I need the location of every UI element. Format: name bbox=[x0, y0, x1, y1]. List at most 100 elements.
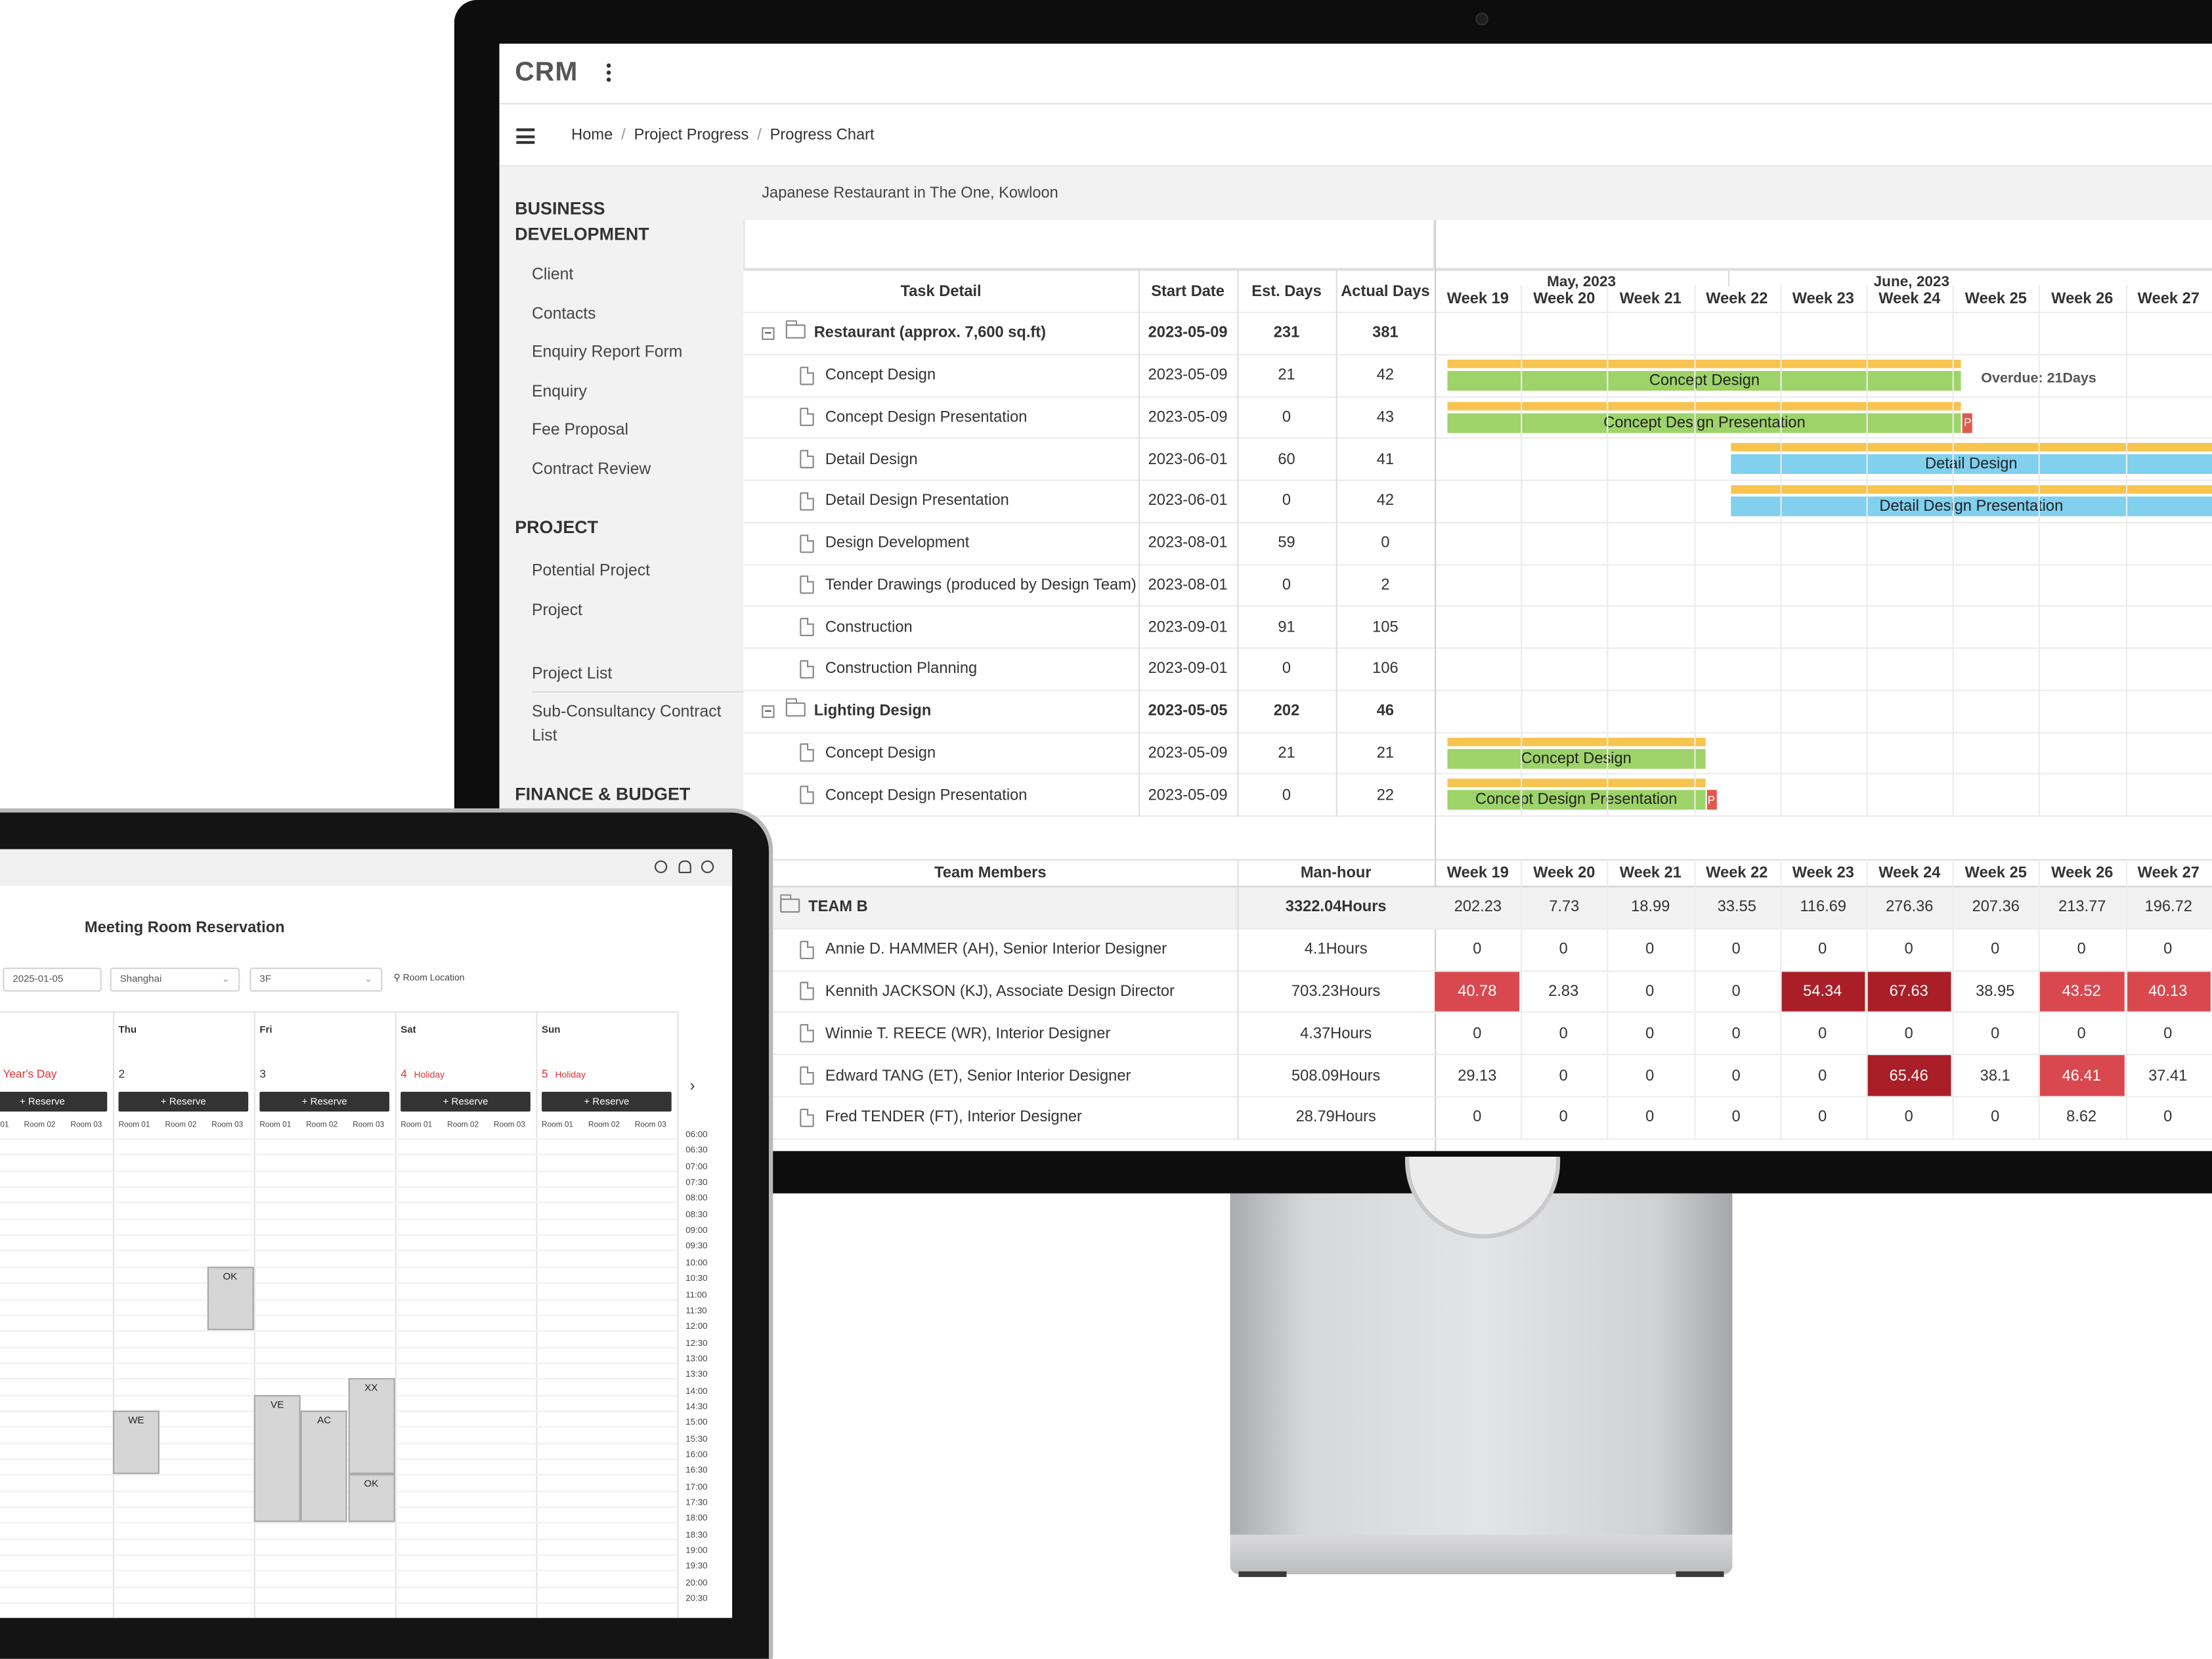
booking-block[interactable]: WE bbox=[112, 1410, 160, 1475]
task-label: Concept Design bbox=[825, 366, 936, 384]
breadcrumb-project-progress[interactable]: Project Progress bbox=[634, 127, 749, 144]
progress-bar[interactable]: Concept Design bbox=[1447, 370, 1962, 391]
reserve-button[interactable]: + Reserve bbox=[118, 1092, 249, 1112]
week-header: Week 26 bbox=[2051, 290, 2114, 308]
user-icon[interactable] bbox=[654, 860, 668, 873]
booking-block[interactable]: OK bbox=[347, 1475, 395, 1523]
week-header: Week 20 bbox=[1533, 290, 1595, 308]
reserve-button[interactable]: + Reserve bbox=[259, 1092, 390, 1112]
reserve-button[interactable]: + Reserve bbox=[0, 1092, 108, 1112]
member-row[interactable]: Winnie T. REECE (WR), Interior Designer 4… bbox=[743, 1014, 2212, 1056]
gantt-row[interactable]: Detail Design 2023-06-01 60 41 bbox=[743, 439, 2212, 481]
progress-bar[interactable]: Detail Design bbox=[1731, 454, 2212, 475]
gantt-row[interactable]: Design Development 2023-08-01 59 0 bbox=[743, 523, 2212, 565]
gantt-row[interactable]: Tender Drawings (produced by Design Team… bbox=[743, 565, 2212, 607]
task-name[interactable]: Construction Planning bbox=[800, 649, 1139, 689]
task-name[interactable]: Tender Drawings (produced by Design Team… bbox=[800, 565, 1139, 606]
gantt-row[interactable]: − Restaurant (approx. 7,600 sq.ft) 2023-05… bbox=[743, 313, 2212, 355]
room-location-label: Room Location bbox=[402, 973, 465, 983]
app-logo[interactable]: CRM bbox=[515, 58, 578, 88]
progress-bar[interactable]: Detail Design Presentation bbox=[1731, 496, 2212, 517]
task-name[interactable]: Concept Design bbox=[800, 733, 1139, 773]
week-header: Week 22 bbox=[1706, 865, 1768, 882]
sidebar-item-enquiry[interactable]: Enquiry bbox=[532, 383, 587, 401]
week-header: Week 24 bbox=[1878, 865, 1941, 882]
hamburger-menu-icon[interactable] bbox=[516, 128, 535, 144]
booking-block[interactable]: XX bbox=[347, 1378, 395, 1475]
collapse-icon[interactable]: − bbox=[762, 704, 775, 718]
member-week-hours: 40.78 bbox=[1435, 971, 1520, 1012]
task-name[interactable]: Concept Design bbox=[800, 355, 1139, 396]
room-location-link[interactable]: ⚲ Room Location bbox=[393, 972, 464, 983]
gantt-row[interactable]: Concept Design 2023-05-09 21 42 bbox=[743, 355, 2212, 397]
booking-block[interactable]: AC bbox=[301, 1410, 348, 1523]
member-name[interactable]: Winnie T. REECE (WR), Interior Designer bbox=[800, 1014, 1237, 1054]
gantt-row[interactable]: Construction Planning 2023-09-01 0 106 bbox=[743, 649, 2212, 691]
time-label: 07:30 bbox=[685, 1178, 708, 1188]
task-name[interactable]: Detail Design Presentation bbox=[800, 481, 1139, 522]
progress-bar[interactable]: Concept Design bbox=[1447, 748, 1705, 768]
folder-icon bbox=[785, 698, 806, 717]
member-name[interactable]: Annie D. HAMMER (AH), Senior Interior De… bbox=[800, 929, 1237, 970]
member-name[interactable]: Edward TANG (ET), Senior Interior Design… bbox=[800, 1056, 1237, 1096]
member-week-hours: 0 bbox=[1731, 983, 1741, 1001]
booking-block[interactable]: VE bbox=[253, 1394, 301, 1523]
more-menu-icon[interactable] bbox=[606, 63, 613, 86]
task-actual-days: 2 bbox=[1381, 576, 1390, 594]
task-name[interactable]: Concept Design Presentation bbox=[800, 397, 1139, 438]
progress-bar[interactable]: Concept Design Presentation bbox=[1447, 790, 1705, 810]
bell-icon[interactable] bbox=[678, 860, 691, 873]
booking-block[interactable]: OK bbox=[206, 1266, 253, 1331]
gantt-row[interactable]: Concept Design 2023-05-09 21 21 bbox=[743, 733, 2212, 775]
member-week-hours: 0 bbox=[2163, 1025, 2173, 1043]
task-label: Concept Design Presentation bbox=[825, 786, 1028, 804]
task-est-days: 202 bbox=[1273, 702, 1300, 720]
member-name[interactable]: Kennith JACKSON (KJ), Associate Design D… bbox=[800, 972, 1237, 1012]
sidebar-item-project[interactable]: Project bbox=[532, 602, 582, 620]
week-header: Week 23 bbox=[1792, 865, 1854, 882]
task-est-days: 0 bbox=[1282, 492, 1291, 510]
breadcrumb-progress-chart: Progress Chart bbox=[770, 127, 875, 144]
gantt-row[interactable]: Construction 2023-09-01 91 105 bbox=[743, 607, 2212, 649]
member-week-hours: 0 bbox=[1731, 1067, 1741, 1085]
sidebar-item-contract-review[interactable]: Contract Review bbox=[532, 461, 651, 479]
member-row[interactable]: Edward TANG (ET), Senior Interior Design… bbox=[743, 1055, 2212, 1098]
team-name: TEAM B bbox=[780, 887, 1232, 928]
floor-value: 3F bbox=[259, 974, 271, 985]
member-row[interactable]: Annie D. HAMMER (AH), Senior Interior De… bbox=[743, 929, 2212, 972]
globe-icon[interactable] bbox=[701, 860, 714, 873]
reserve-button[interactable]: + Reserve bbox=[542, 1092, 672, 1112]
sidebar-item-project-list[interactable]: Project List bbox=[532, 666, 613, 683]
gantt-row[interactable]: − Lighting Design 2023-05-05 202 46 bbox=[743, 691, 2212, 733]
sidebar-item-client[interactable]: Client bbox=[532, 267, 574, 284]
breadcrumb-home[interactable]: Home bbox=[571, 127, 613, 144]
planned-bar bbox=[1447, 737, 1705, 746]
member-row[interactable]: Fred TENDER (FT), Interior Designer 28.79… bbox=[743, 1098, 2212, 1140]
task-name[interactable]: Construction bbox=[800, 607, 1139, 647]
task-name[interactable]: − Restaurant (approx. 7,600 sq.ft) bbox=[762, 313, 1139, 354]
sidebar-item-enquiry-report-form[interactable]: Enquiry Report Form bbox=[532, 344, 683, 362]
member-row[interactable]: Kennith JACKSON (KJ), Associate Design D… bbox=[743, 971, 2212, 1014]
sidebar-item-potential-project[interactable]: Potential Project bbox=[532, 563, 650, 580]
task-name[interactable]: Detail Design bbox=[800, 439, 1139, 480]
gantt-row[interactable]: Detail Design Presentation 2023-06-01 0 42 bbox=[743, 481, 2212, 523]
sidebar-item-fee-proposal[interactable]: Fee Proposal bbox=[532, 421, 628, 439]
team-row[interactable]: TEAM B 3322.04Hours 202.23 7.73 18.99 33.55 11… bbox=[743, 887, 2212, 930]
sidebar-item-sub-consultancy-contract-list[interactable]: Sub-Consultancy Contract List bbox=[532, 704, 722, 745]
floor-select[interactable]: 3F ⌄ bbox=[249, 967, 383, 992]
member-name[interactable]: Fred TENDER (FT), Interior Designer bbox=[800, 1098, 1237, 1138]
date-picker[interactable]: 2025-01-05 bbox=[3, 967, 102, 992]
city-select[interactable]: Shanghai ⌄ bbox=[110, 967, 240, 992]
next-week-arrow-icon[interactable]: › bbox=[689, 1077, 695, 1095]
gantt-row[interactable]: Concept Design Presentation 2023-05-09 0 43 bbox=[743, 397, 2212, 439]
gantt-row[interactable]: Concept Design Presentation 2023-05-09 0 22 bbox=[743, 775, 2212, 817]
task-name[interactable]: Concept Design Presentation bbox=[800, 775, 1139, 815]
task-name[interactable]: Design Development bbox=[800, 523, 1139, 564]
task-name[interactable]: − Lighting Design bbox=[762, 691, 1139, 731]
day-date: 4 Holiday bbox=[401, 1067, 445, 1081]
sidebar-item-contacts[interactable]: Contacts bbox=[532, 306, 596, 324]
progress-bar[interactable]: Concept Design Presentation bbox=[1447, 412, 1962, 433]
collapse-icon[interactable]: − bbox=[762, 326, 775, 340]
room-label: Room 02 bbox=[165, 1121, 197, 1131]
reserve-button[interactable]: + Reserve bbox=[401, 1092, 531, 1112]
